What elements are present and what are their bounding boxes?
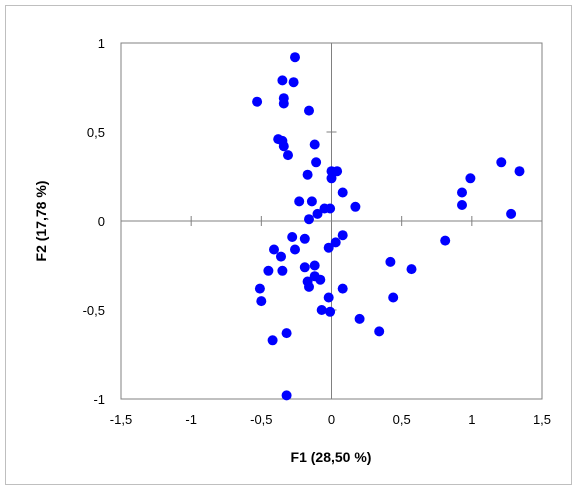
data-point xyxy=(325,306,336,317)
data-point xyxy=(278,141,289,152)
data-point xyxy=(278,98,289,109)
x-tick-label: -1,5 xyxy=(110,412,132,427)
data-point xyxy=(283,150,293,161)
data-point xyxy=(304,281,314,292)
data-point xyxy=(267,335,278,346)
axes xyxy=(120,42,543,400)
data-point xyxy=(311,157,322,168)
data-point xyxy=(323,242,334,253)
data-point xyxy=(506,208,517,219)
y-tick-label: 0,5 xyxy=(87,125,105,140)
data-point xyxy=(337,230,348,241)
x-axis-title: F1 (28,50 %) xyxy=(291,449,372,465)
data-point xyxy=(304,214,314,225)
y-axis-title: F2 (17,78 %) xyxy=(33,181,49,262)
data-point xyxy=(309,139,320,150)
data-point xyxy=(323,292,334,303)
x-tick-label: 0,5 xyxy=(393,412,411,427)
data-point xyxy=(263,265,274,276)
data-point xyxy=(440,235,451,246)
data-point xyxy=(330,237,341,248)
data-point xyxy=(290,52,300,63)
data-point xyxy=(354,313,365,324)
data-point xyxy=(388,292,399,303)
data-point xyxy=(299,233,310,244)
data-point xyxy=(406,264,417,275)
data-point xyxy=(254,283,265,294)
data-point xyxy=(299,262,310,273)
x-tick-label: -1 xyxy=(185,412,197,427)
y-tick-label: -1 xyxy=(93,392,105,407)
y-tick-label: -0,5 xyxy=(83,303,105,318)
data-point xyxy=(287,232,298,242)
x-tick-label: 1 xyxy=(468,412,475,427)
data-point xyxy=(385,256,396,267)
tick-labels: -1,5 -1 -0,5 0 0,5 1 1,5 -1 -0,5 0 0,5 1 xyxy=(83,36,551,427)
y-tick-label: 1 xyxy=(98,36,105,51)
data-point xyxy=(465,173,476,184)
data-point xyxy=(350,201,361,212)
data-point xyxy=(277,75,288,86)
data-point xyxy=(269,244,279,255)
x-tick-label: -0,5 xyxy=(250,412,272,427)
data-point xyxy=(457,187,467,198)
x-tick-label: 1,5 xyxy=(533,412,551,427)
data-point xyxy=(316,305,327,315)
data-point xyxy=(252,96,263,107)
data-point xyxy=(306,196,317,207)
data-point xyxy=(281,390,292,401)
data-point xyxy=(290,244,300,255)
data-point xyxy=(496,157,507,168)
data-point xyxy=(309,260,320,271)
data-point xyxy=(281,328,292,339)
data-point xyxy=(288,77,299,88)
data-point xyxy=(304,105,314,116)
data-point xyxy=(457,200,467,210)
data-points xyxy=(252,52,525,401)
data-point xyxy=(374,326,385,337)
x-tick-label: 0 xyxy=(328,412,335,427)
data-point xyxy=(325,203,336,214)
data-point xyxy=(277,265,288,276)
data-point xyxy=(332,166,343,177)
data-point xyxy=(256,296,267,307)
data-point xyxy=(337,187,348,198)
data-point xyxy=(326,173,337,184)
data-point xyxy=(337,283,348,294)
chart-frame xyxy=(5,5,572,485)
data-point xyxy=(315,274,326,285)
data-point xyxy=(302,169,313,180)
data-point xyxy=(312,208,323,219)
data-point xyxy=(514,166,525,177)
data-point xyxy=(294,196,305,207)
y-tick-label: 0 xyxy=(98,214,105,229)
data-point xyxy=(276,251,286,262)
